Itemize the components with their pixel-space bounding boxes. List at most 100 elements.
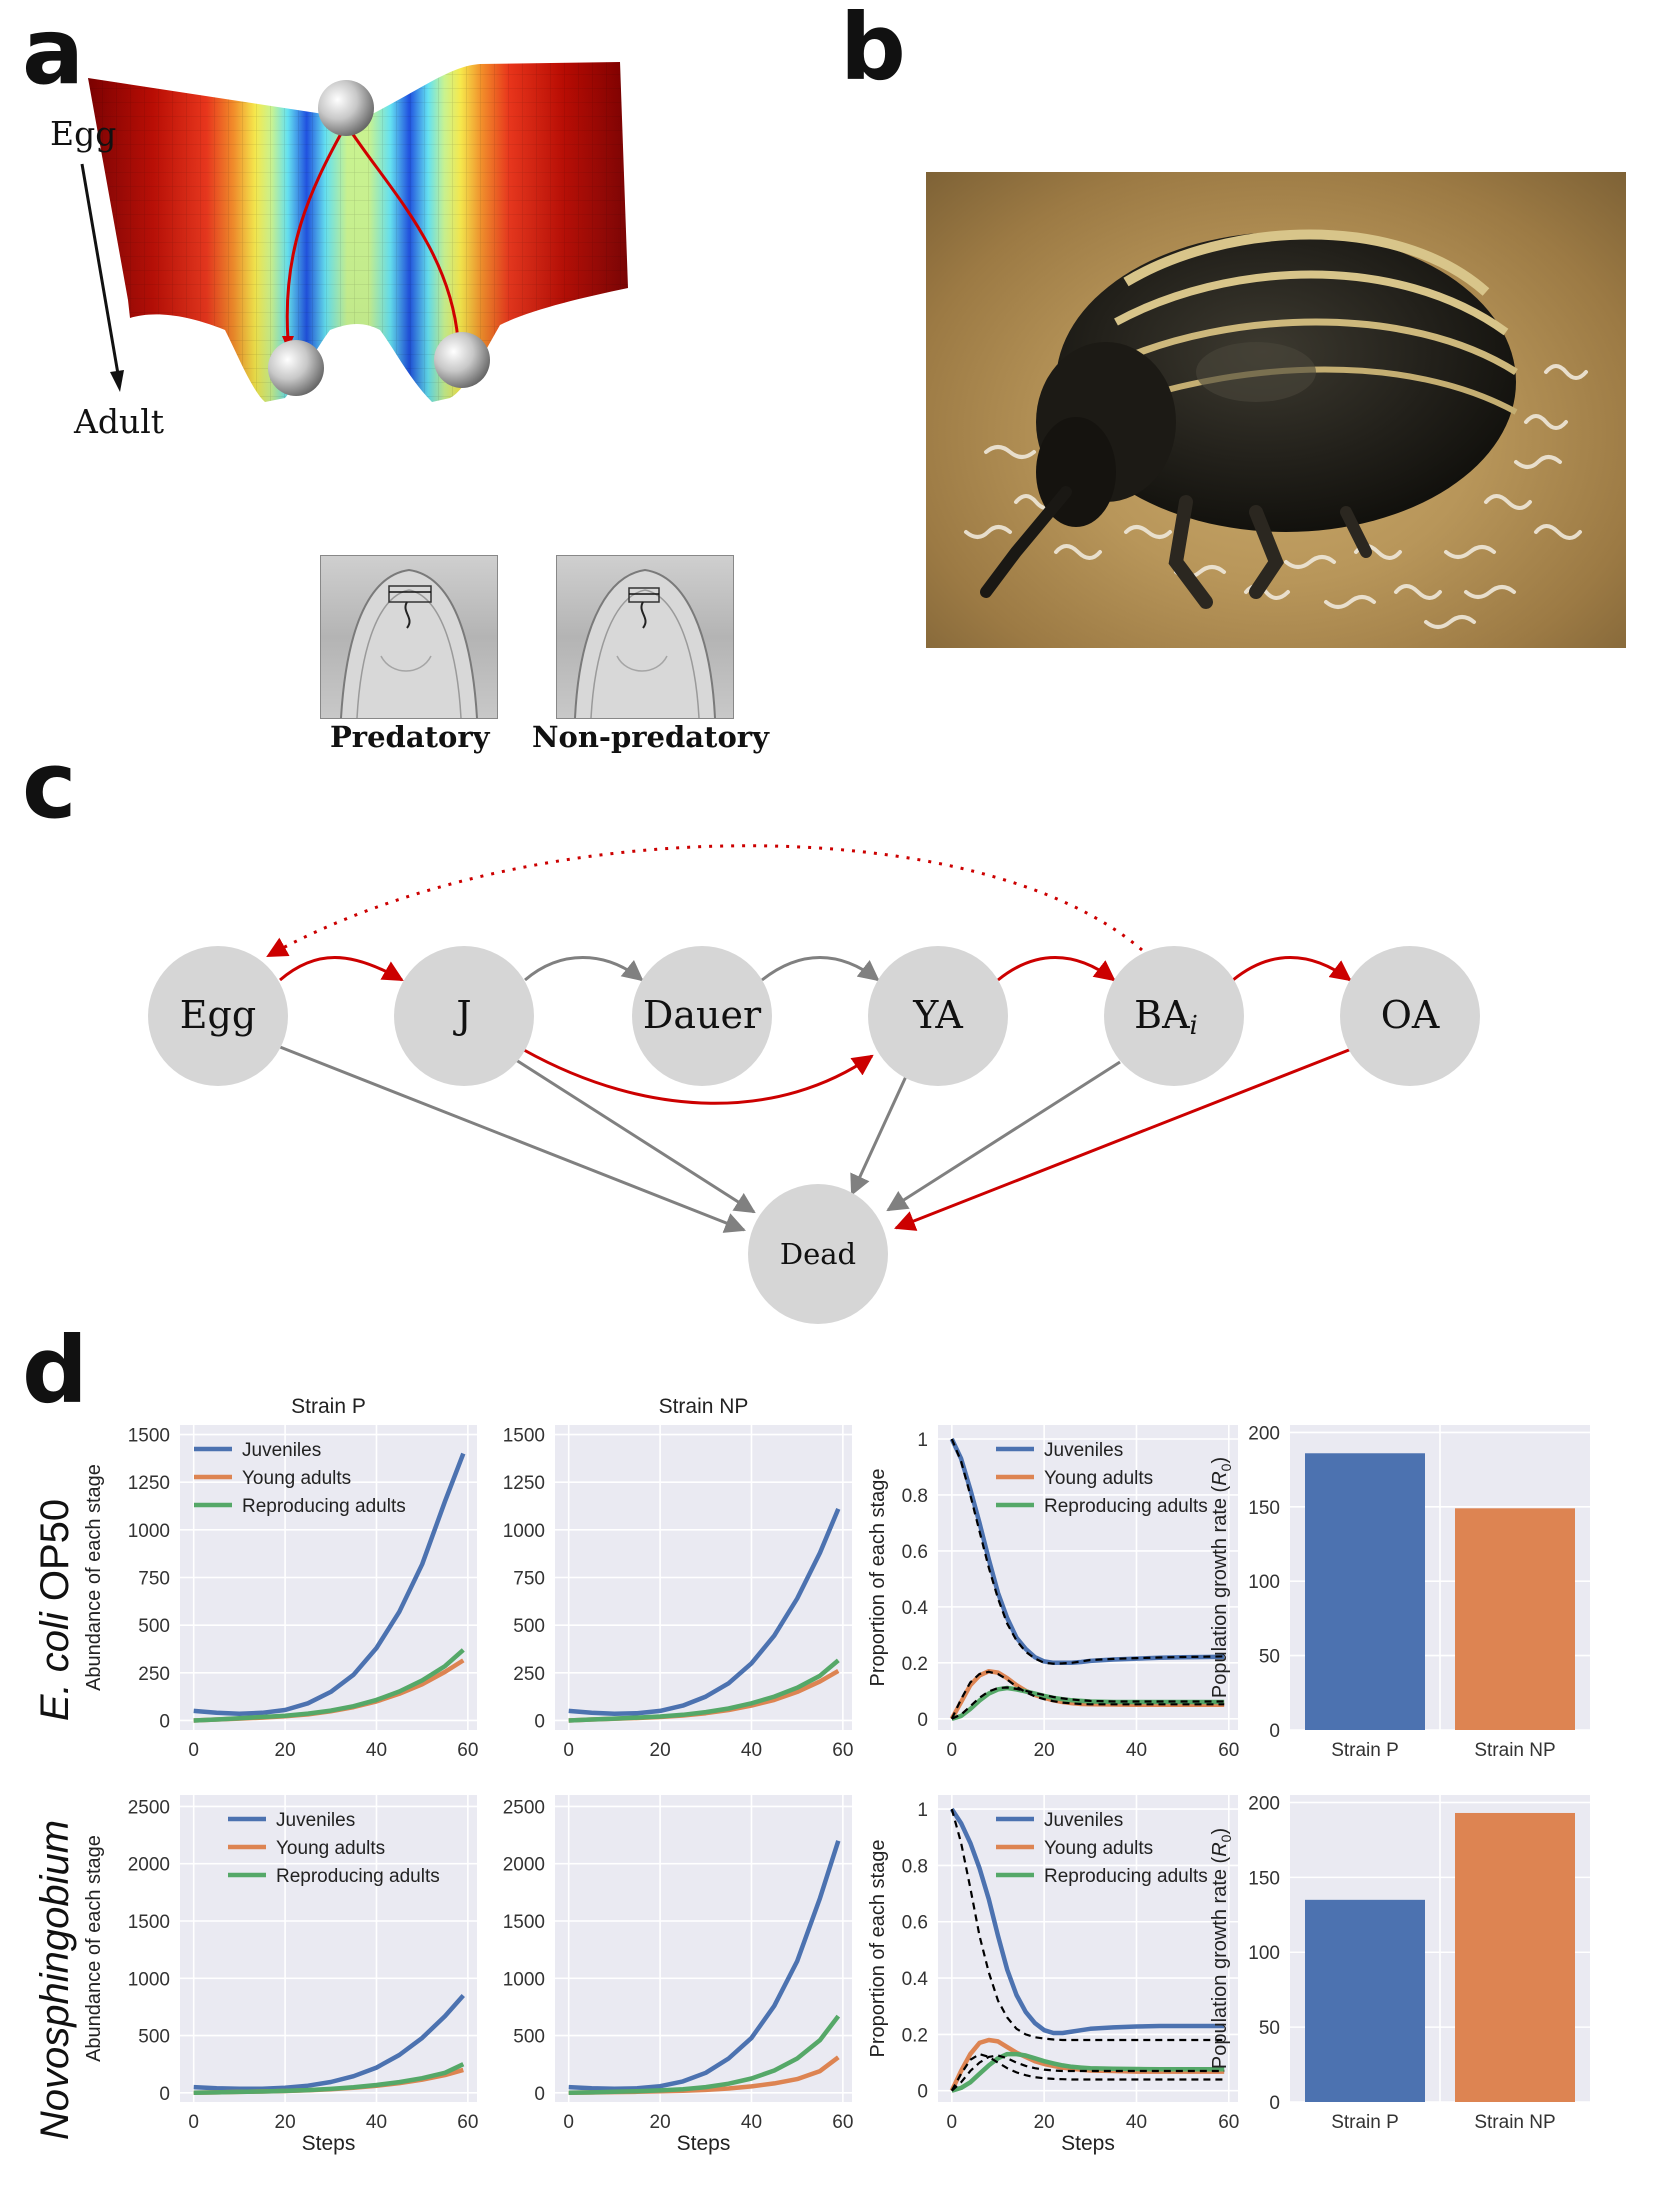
legend-label: Reproducing adults [1044,1496,1208,1517]
svg-text:Novosphingobium: Novosphingobium [33,1820,77,2140]
y-tick-label: 0.8 [902,1856,928,1877]
y-tick-label: 50 [1259,2018,1280,2039]
x-tick-label: 60 [457,2112,478,2133]
y-tick-label: 500 [138,1616,170,1637]
x-axis-label: Steps [677,2132,731,2155]
plot-area [938,1795,1238,2102]
y-tick-label: 1500 [128,1912,170,1933]
y-tick-label: 150 [1248,1498,1280,1519]
legend-label: Young adults [276,1838,385,1859]
legend: Juveniles Young adults Reproducing adults [228,1810,440,1887]
panel-letter-a: a [22,0,85,105]
y-tick-label: 1250 [503,1473,545,1494]
y-tick-label: 200 [1248,1793,1280,1814]
adult-label: Adult [74,402,165,441]
path-to-non-predatory [348,129,460,341]
y-tick-label: 0 [534,2084,545,2105]
legend-label: Reproducing adults [1044,1866,1208,1887]
j-to-ya-arrow [523,1048,874,1105]
x-tick-label: 40 [741,1740,762,1761]
y-tick-label: 2000 [503,1855,545,1876]
y-tick-label: 1000 [128,1969,170,1990]
svg-text:Egg: Egg [180,993,256,1037]
y-tick-label: 200 [1248,1423,1280,1444]
bar-strain-p [1305,1899,1425,2102]
x-tick-label: 60 [832,2112,853,2133]
panel-letter-c: c [22,732,77,839]
y-axis-label: Proportion of each stage [867,1469,889,1687]
oa-death-arrow [894,1046,1355,1231]
series-line-juveniles [568,1508,841,1717]
x-tick-label: 20 [275,2112,296,2133]
y-tick-label: 1500 [128,1426,170,1447]
y-tick-label: 0.4 [902,1598,929,1619]
life-cycle-diagram: Egg J Dauer YA BAi OA Dead [148,844,1480,1324]
x-tick-label: 0 [563,2112,574,2133]
series-line-juveniles [193,1452,466,1717]
x-tick-label: 60 [1218,1740,1239,1761]
legend-label: Young adults [1044,1838,1153,1859]
chart-novo-strain-np: 0 20 40 60 0 500 1000 1500 2000 2500 Steps [503,1795,853,2155]
y-axis-label: Abundance of each stage [83,1464,105,1691]
y-axis-label: Population growth rate (R0) [1209,1828,1234,2069]
y-tick-label: 0.2 [902,1654,928,1675]
y-tick-label: 0 [159,1711,170,1732]
panel-letter-b: b [840,0,906,101]
x-tick-label: 40 [366,2112,387,2133]
y-tick-label: 1000 [503,1521,545,1542]
svg-text:YA: YA [912,993,963,1037]
y-tick-label: 0.4 [902,1969,929,1990]
x-tick-label: 40 [366,1740,387,1761]
legend-label: Juveniles [242,1440,321,1461]
y-tick-label: 100 [1248,1572,1280,1593]
y-tick-label: 1000 [503,1969,545,1990]
x-tick-label: 20 [1034,2112,1055,2133]
y-tick-label: 500 [513,1616,545,1637]
plot-area [938,1425,1238,1730]
series-line-juveniles [949,1807,1225,2036]
row-label-ecoli: E. coli OP50 [33,1499,77,1721]
y-tick-label: 0.6 [902,1913,928,1934]
x-tick-label: 40 [1126,2112,1147,2133]
x-tick-label: 0 [188,1740,199,1761]
series-line-juveniles [568,1840,841,2092]
development-arrow [80,163,124,392]
series-line-reproducing-adults [951,2051,1225,2093]
j-to-dauer-arrow [524,956,644,982]
ba-to-oa-arrow [1232,956,1352,982]
y-tick-label: 1250 [128,1473,170,1494]
epigenetic-landscape [88,62,628,402]
y-tick-label: 1 [917,1430,928,1451]
legend: Juveniles Young adults Reproducing adults [996,1810,1208,1887]
x-category-label: Strain P [1331,2112,1399,2133]
chart-ecoli-strain-np: 0 20 40 60 0 250 500 750 1000 1250 1500 Strain NP [503,1395,854,1761]
x-axis-label: Steps [302,2132,356,2155]
node-ba: BAi [1104,946,1244,1086]
panel-letter-d: d [22,1317,88,1424]
y-tick-label: 1 [917,1800,928,1821]
series-line-reproducing-adults [193,1648,465,1723]
series-line-young-adults [949,2037,1225,2092]
egg-label: Egg [50,114,117,153]
ball-predatory [268,340,324,396]
row-label-novosphingobium: Novosphingobium [33,1820,77,2140]
x-tick-label: 20 [650,1740,671,1761]
y-tick-label: 0 [1269,1721,1280,1742]
y-tick-label: 500 [513,2027,545,2048]
y-tick-label: 2500 [128,1797,170,1818]
legend: Juveniles Young adults Reproducing adults [194,1440,406,1517]
reference-dashed-line [950,1438,1225,1665]
series-line-reproducing-adults [568,1658,840,1723]
x-tick-label: 40 [741,2112,762,2133]
micrograph-predatory [320,555,498,719]
y-tick-label: 1000 [128,1521,170,1542]
legend-label: Reproducing adults [276,1866,440,1887]
y-tick-label: 0 [1269,2093,1280,2114]
non-predatory-label: Non-predatory [532,720,769,754]
series-line-reproducing-adults [193,2062,465,2096]
reference-dashed-line [951,1686,1225,1720]
ya-to-ba-arrow [997,956,1116,982]
path-to-predatory [285,129,345,341]
svg-text:Dauer: Dauer [643,993,762,1037]
x-tick-label: 20 [1034,1740,1055,1761]
